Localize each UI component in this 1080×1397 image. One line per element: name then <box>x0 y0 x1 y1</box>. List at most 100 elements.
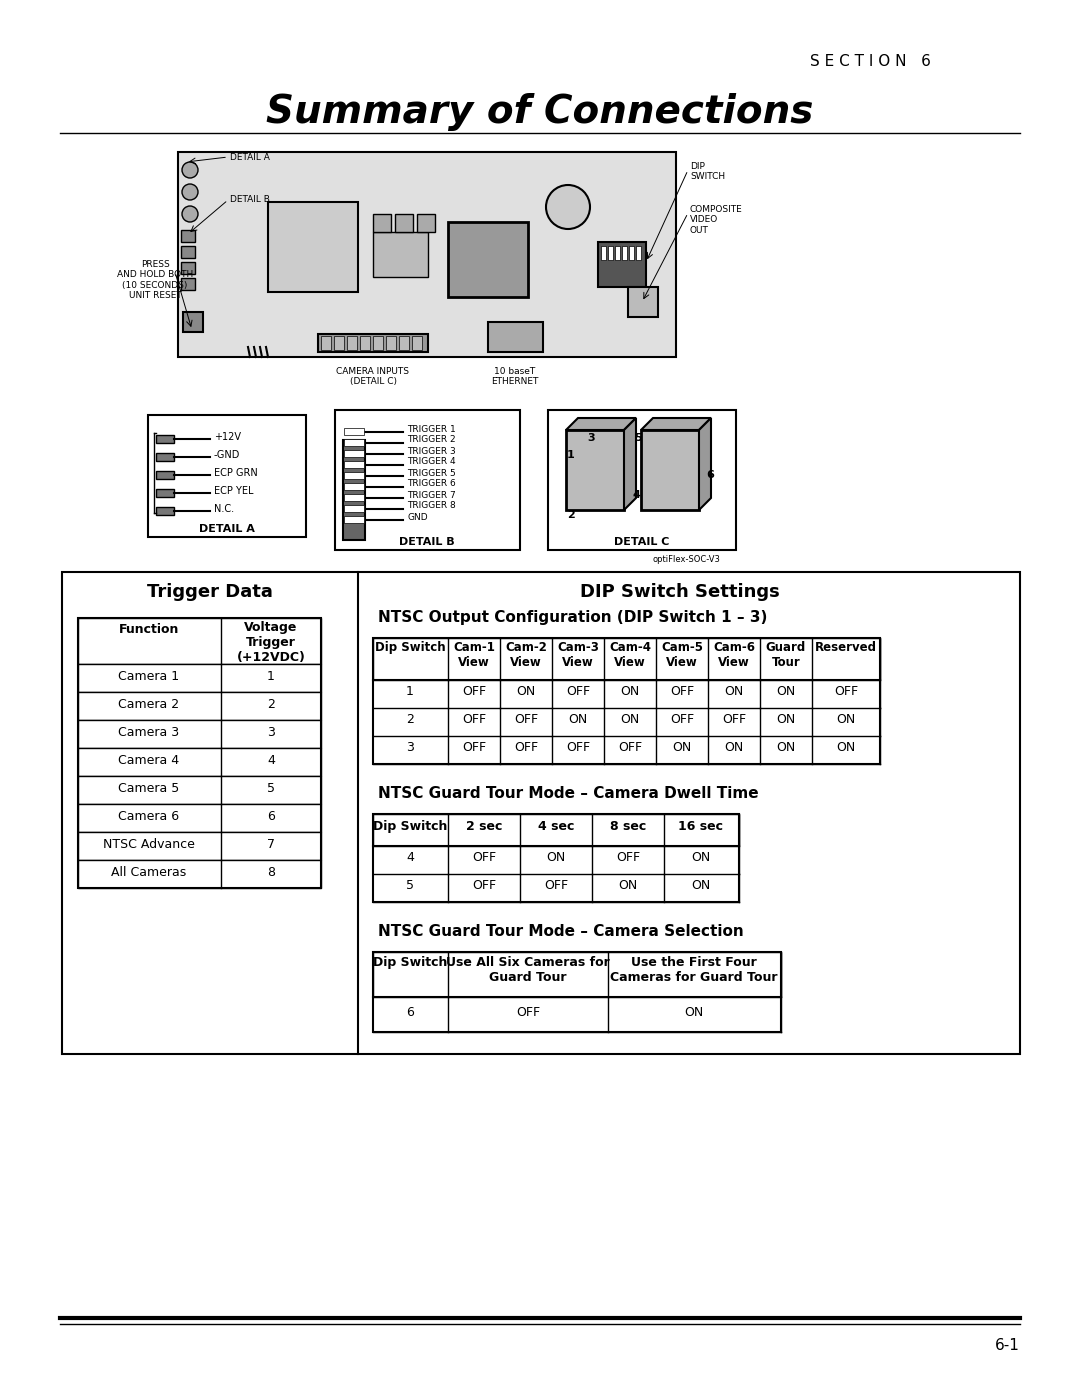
Text: 16 sec: 16 sec <box>678 820 724 833</box>
Text: PRESS
AND HOLD BOTH
(10 SECONDS)
UNIT RESET: PRESS AND HOLD BOTH (10 SECONDS) UNIT RE… <box>117 260 193 300</box>
Bar <box>417 214 435 232</box>
Bar <box>321 337 330 351</box>
Bar <box>622 246 627 260</box>
Text: 4: 4 <box>267 754 275 767</box>
Text: OFF: OFF <box>616 851 640 863</box>
Text: OFF: OFF <box>514 740 538 754</box>
Text: N.C.: N.C. <box>214 504 234 514</box>
Bar <box>78 664 321 692</box>
Text: Camera 2: Camera 2 <box>119 698 179 711</box>
Bar <box>268 203 357 292</box>
Bar <box>156 434 174 443</box>
Text: Dip Switch: Dip Switch <box>373 956 447 970</box>
Bar <box>373 214 391 232</box>
Bar <box>627 286 658 317</box>
Text: TRIGGER 8: TRIGGER 8 <box>407 502 456 510</box>
Text: 1: 1 <box>267 671 275 683</box>
Bar <box>181 231 195 242</box>
Text: OFF: OFF <box>618 740 643 754</box>
Text: TRIGGER 7: TRIGGER 7 <box>407 490 456 500</box>
Polygon shape <box>624 418 636 510</box>
Text: Camera 5: Camera 5 <box>119 782 179 795</box>
Text: Use the First Four
Cameras for Guard Tour: Use the First Four Cameras for Guard Tou… <box>610 956 778 983</box>
Bar <box>318 334 428 352</box>
Text: ON: ON <box>620 685 639 698</box>
Bar <box>343 440 365 541</box>
Text: Cam-2
View: Cam-2 View <box>505 641 546 669</box>
Text: -GND: -GND <box>214 450 241 460</box>
Text: OFF: OFF <box>514 712 538 726</box>
Text: 3: 3 <box>588 433 595 443</box>
Bar <box>636 246 642 260</box>
Text: 10 baseT
ETHERNET: 10 baseT ETHERNET <box>491 367 539 387</box>
Bar <box>345 515 364 522</box>
Text: 5: 5 <box>406 879 414 893</box>
Bar <box>78 617 321 888</box>
Bar <box>181 263 195 274</box>
Text: 5: 5 <box>267 782 275 795</box>
Bar <box>395 214 413 232</box>
Text: OFF: OFF <box>566 740 590 754</box>
Text: 1: 1 <box>406 685 414 698</box>
Bar <box>373 638 880 764</box>
Bar <box>335 409 519 550</box>
Text: ON: ON <box>836 740 855 754</box>
Text: Dip Switch: Dip Switch <box>373 820 447 833</box>
Text: OFF: OFF <box>834 685 859 698</box>
Polygon shape <box>699 418 711 510</box>
Text: 3: 3 <box>406 740 414 754</box>
Circle shape <box>183 205 198 222</box>
Text: 3: 3 <box>267 726 275 739</box>
Bar <box>181 278 195 291</box>
Text: 6-1: 6-1 <box>995 1337 1020 1352</box>
Text: GND: GND <box>407 513 428 521</box>
Text: ON: ON <box>777 740 796 754</box>
Text: ON: ON <box>685 1006 704 1018</box>
Text: DETAIL B: DETAIL B <box>230 196 270 204</box>
Text: 2: 2 <box>267 698 275 711</box>
Text: Trigger Data: Trigger Data <box>147 583 273 601</box>
Text: All Cameras: All Cameras <box>111 866 187 879</box>
Text: DETAIL A: DETAIL A <box>199 524 255 534</box>
Text: Camera 1: Camera 1 <box>119 671 179 683</box>
Bar <box>78 747 321 775</box>
Bar <box>345 461 364 468</box>
Text: ON: ON <box>725 740 744 754</box>
Text: optiFlex-SOC-V3: optiFlex-SOC-V3 <box>652 555 720 564</box>
Text: DETAIL C: DETAIL C <box>615 536 670 548</box>
Bar <box>448 222 528 298</box>
Text: Guard
Tour: Guard Tour <box>766 641 806 669</box>
Text: Function: Function <box>119 623 179 636</box>
Text: Camera 4: Camera 4 <box>119 754 179 767</box>
Bar <box>345 472 364 479</box>
Text: Voltage
Trigger
(+12VDC): Voltage Trigger (+12VDC) <box>237 622 306 664</box>
Text: Use All Six Cameras for
Guard Tour: Use All Six Cameras for Guard Tour <box>446 956 610 983</box>
Bar <box>360 337 370 351</box>
Text: TRIGGER 5: TRIGGER 5 <box>407 468 456 478</box>
Text: OFF: OFF <box>516 1006 540 1018</box>
Text: ON: ON <box>691 851 711 863</box>
Text: 6: 6 <box>706 469 714 481</box>
Text: NTSC Output Configuration (DIP Switch 1 – 3): NTSC Output Configuration (DIP Switch 1 … <box>378 610 768 624</box>
Bar <box>566 430 624 510</box>
Bar <box>345 439 364 446</box>
Text: OFF: OFF <box>544 879 568 893</box>
Bar <box>600 246 606 260</box>
Text: 6: 6 <box>267 810 275 823</box>
Text: DIP Switch Settings: DIP Switch Settings <box>580 583 780 601</box>
Text: 8 sec: 8 sec <box>610 820 646 833</box>
Bar <box>78 775 321 805</box>
Text: ON: ON <box>568 712 588 726</box>
Bar <box>373 814 739 902</box>
Text: 2: 2 <box>567 510 575 520</box>
Text: TRIGGER 3: TRIGGER 3 <box>407 447 456 455</box>
Text: ON: ON <box>546 851 566 863</box>
Bar <box>78 719 321 747</box>
Bar <box>373 232 428 277</box>
Text: OFF: OFF <box>721 712 746 726</box>
Text: OFF: OFF <box>472 879 496 893</box>
Text: ON: ON <box>836 712 855 726</box>
Text: S E C T I O N   6: S E C T I O N 6 <box>810 54 931 70</box>
Text: Reserved: Reserved <box>815 641 877 654</box>
Bar <box>386 337 396 351</box>
